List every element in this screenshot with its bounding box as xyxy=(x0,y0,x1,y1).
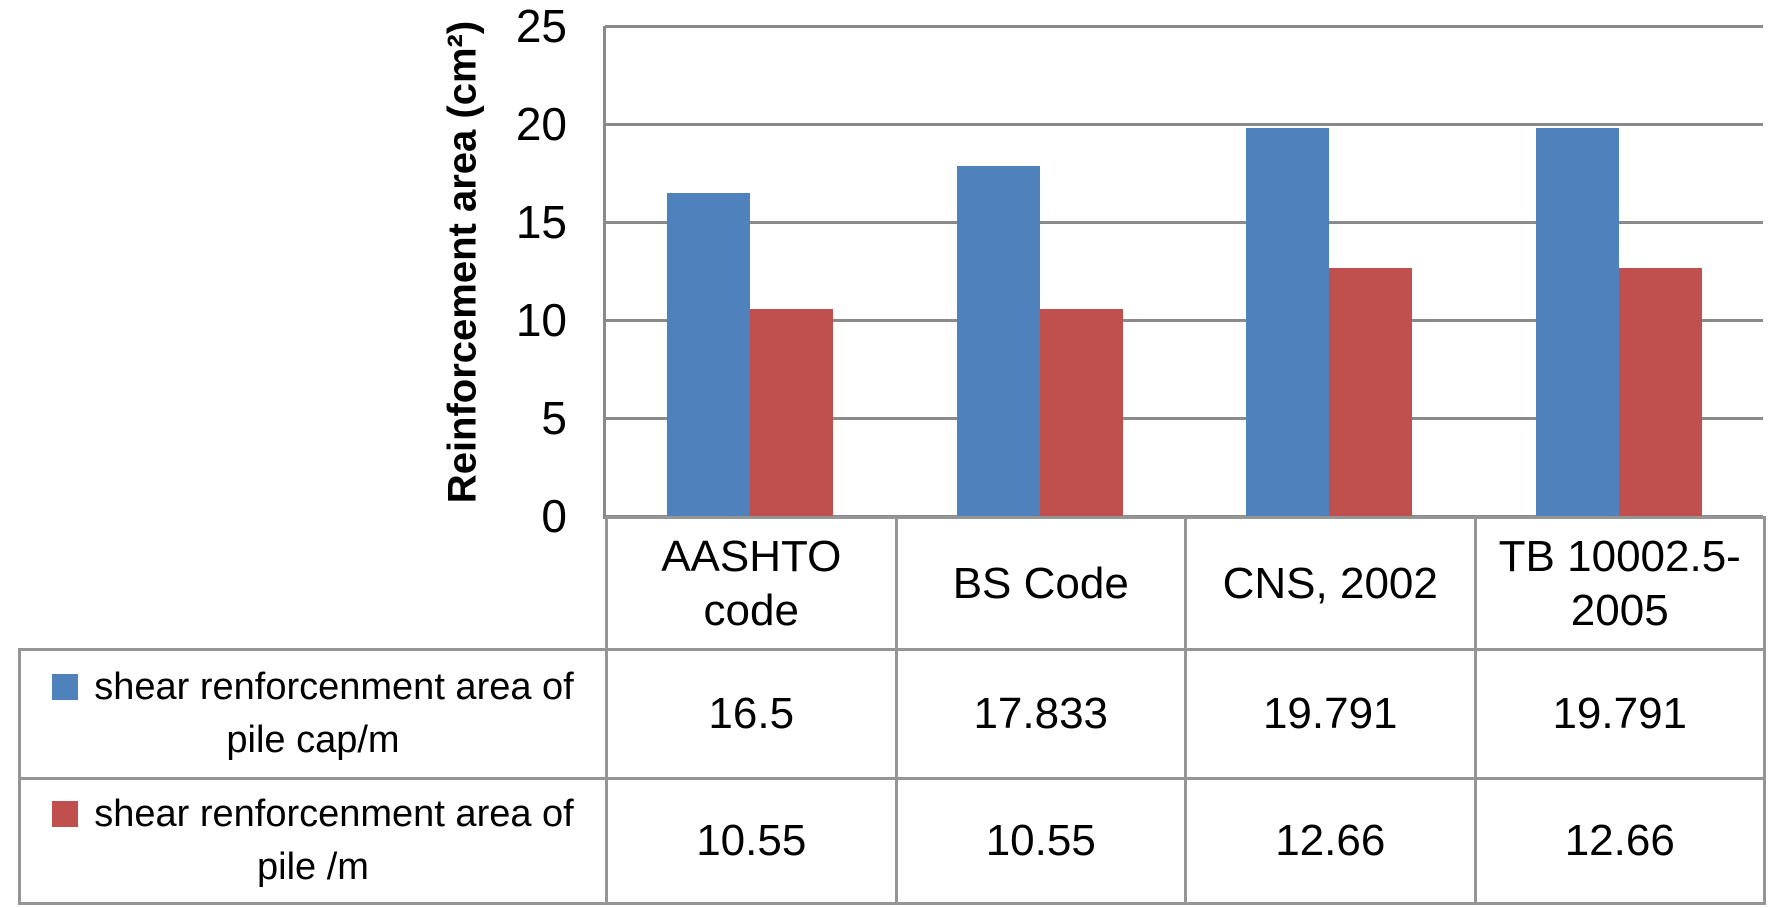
value-cell: 19.791 xyxy=(1184,648,1477,780)
legend-color-swatch xyxy=(52,800,79,827)
table-corner-spacer xyxy=(20,518,607,650)
gridline xyxy=(605,123,1763,126)
value-cell: 19.791 xyxy=(1473,648,1766,780)
bar-pile-cap-3 xyxy=(1535,128,1619,516)
legend-cell: shear renforcenment area of pile cap/m xyxy=(18,648,608,780)
bar-pile-1 xyxy=(1039,309,1123,516)
y-axis: 25 20 15 10 5 0 xyxy=(400,0,567,908)
value-cell: 12.66 xyxy=(1473,777,1766,905)
category-header-cell: TB 10002.5- 2005 xyxy=(1473,516,1766,651)
y-axis-tick-label: 5 xyxy=(541,392,567,444)
y-axis-tick-label: 10 xyxy=(515,294,567,346)
y-axis-tick-label: 25 xyxy=(515,0,567,52)
y-axis-line xyxy=(603,26,606,519)
bar-pile-0 xyxy=(750,309,833,516)
legend-color-swatch xyxy=(52,673,79,700)
legend-cell: shear renforcenment area of pile /m xyxy=(18,777,608,905)
bar-pile-3 xyxy=(1618,267,1702,516)
bar-pile-cap-0 xyxy=(667,192,750,516)
value-cell: 17.833 xyxy=(894,648,1187,780)
gridline xyxy=(605,319,1763,322)
category-header-cell: AASHTO code xyxy=(605,516,898,651)
data-table: AASHTO code BS Code CNS, 2002 TB 10002.5- 200… xyxy=(18,516,1766,905)
gridline xyxy=(605,221,1763,224)
bar-pile-2 xyxy=(1329,267,1412,516)
bar-pile-cap-2 xyxy=(1246,128,1329,516)
gridline xyxy=(605,515,1763,518)
bar-pile-cap-1 xyxy=(956,166,1040,516)
value-cell: 10.55 xyxy=(605,777,898,905)
chart-plot-area xyxy=(605,25,1763,518)
value-cell: 16.5 xyxy=(605,648,898,780)
y-axis-tick-label: 15 xyxy=(515,196,567,248)
y-axis-tick-label: 0 xyxy=(541,490,567,542)
gridline xyxy=(605,25,1763,28)
gridline xyxy=(605,417,1763,420)
category-header-cell: CNS, 2002 xyxy=(1184,516,1477,651)
value-cell: 12.66 xyxy=(1184,777,1477,905)
y-axis-tick-label: 20 xyxy=(515,98,567,150)
category-header-cell: BS Code xyxy=(894,516,1187,651)
value-cell: 10.55 xyxy=(894,777,1187,905)
